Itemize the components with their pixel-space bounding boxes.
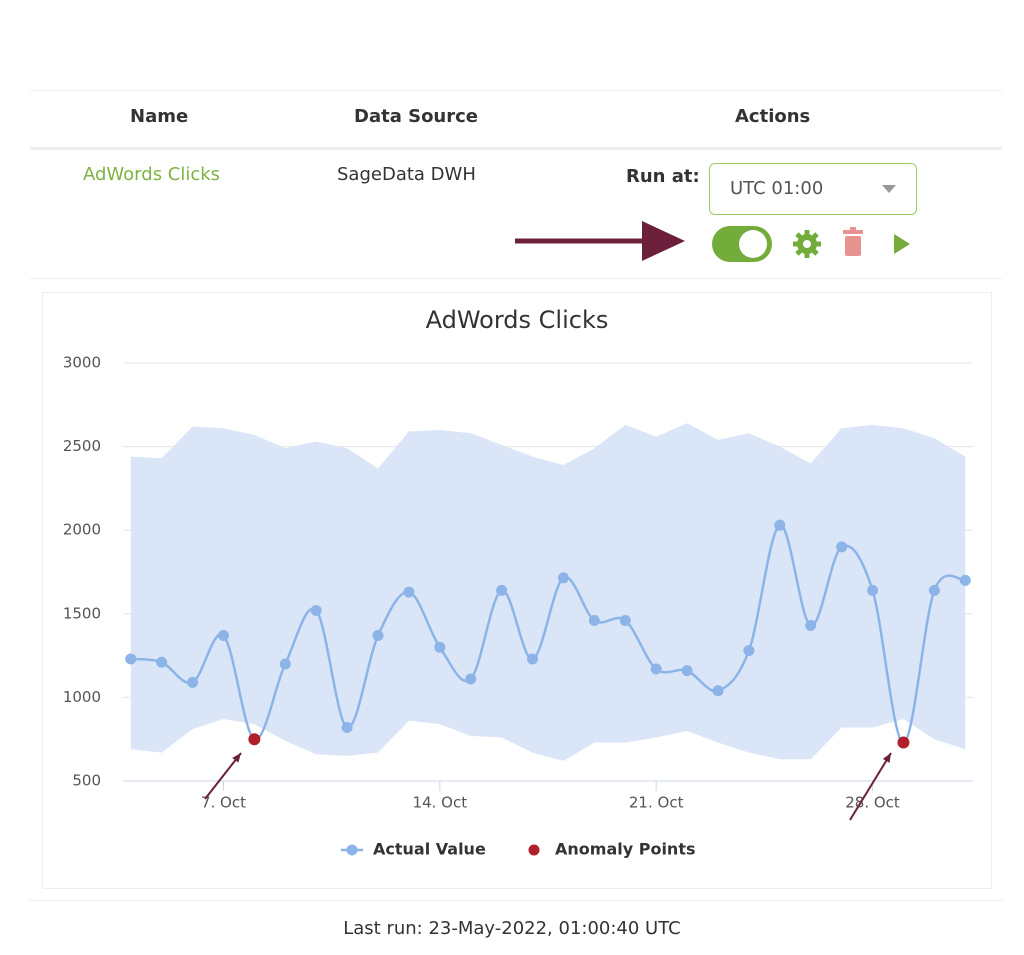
- range-band: [130, 423, 966, 761]
- dropdown-caret: [882, 185, 896, 193]
- x-tick-label: 7. Oct: [201, 794, 246, 812]
- row-source: SageData DWH: [337, 164, 476, 185]
- data-point: [743, 645, 755, 657]
- data-point: [557, 572, 569, 584]
- y-tick-label: 2000: [63, 521, 101, 539]
- x-tick-label: 14. Oct: [413, 794, 468, 812]
- header-name: Name: [130, 106, 189, 127]
- header-actions: Actions: [735, 106, 811, 127]
- y-tick-label: 1500: [63, 604, 101, 622]
- data-point: [310, 604, 322, 616]
- pointer-arrow-head: [642, 221, 685, 261]
- data-point: [341, 721, 353, 733]
- data-point: [619, 614, 631, 626]
- anomaly-point: [897, 736, 910, 749]
- data-point: [527, 653, 539, 665]
- y-tick-label: 3000: [63, 354, 101, 372]
- chart: AdWords Clicks 500 1000 1500 2000 2500 3000 7.…: [42, 292, 992, 889]
- divider: [30, 900, 1002, 901]
- data-point: [403, 586, 415, 598]
- run-at-select[interactable]: UTC 01:00: [709, 163, 917, 215]
- data-point: [805, 620, 817, 632]
- legend-label: Actual Value: [373, 840, 486, 859]
- data-point: [156, 656, 168, 668]
- anomaly-point: [248, 733, 261, 746]
- data-point: [774, 519, 786, 531]
- data-point: [187, 676, 199, 688]
- data-point: [681, 665, 693, 677]
- data-point: [836, 541, 848, 553]
- y-tick-label: 1000: [63, 688, 101, 706]
- annotation-arrow: [204, 752, 242, 800]
- x-tick-label: 21. Oct: [629, 794, 684, 812]
- data-point: [959, 574, 971, 586]
- legend-item: Anomaly Points: [528, 840, 695, 859]
- toggle[interactable]: [712, 226, 772, 262]
- run-at-value: UTC 01:00: [730, 178, 824, 199]
- settings-icon[interactable]: [793, 230, 821, 258]
- annotation-arrow: [849, 752, 892, 821]
- header-source: Data Source: [354, 106, 479, 127]
- last-run: Last run: 23-May-2022, 01:00:40 UTC: [343, 918, 681, 939]
- run-at-label: Run at:: [626, 166, 700, 187]
- divider: [30, 90, 1002, 91]
- data-point: [125, 653, 137, 665]
- row-name[interactable]: AdWords Clicks: [83, 164, 221, 185]
- data-point: [712, 685, 724, 697]
- divider: [30, 278, 1002, 279]
- data-point: [496, 584, 508, 596]
- run-icon[interactable]: [894, 234, 910, 254]
- y-tick-label: 2500: [63, 437, 101, 455]
- data-point: [465, 673, 477, 685]
- data-point: [217, 630, 229, 642]
- legend-swatch: [528, 844, 540, 856]
- legend-item: Actual Value: [341, 840, 486, 859]
- data-point: [372, 630, 384, 642]
- data-point: [279, 658, 291, 670]
- data-point: [588, 614, 600, 626]
- legend-swatch: [346, 844, 358, 856]
- data-point: [650, 663, 662, 675]
- divider: [30, 147, 1002, 150]
- annotation-arrow-head: [232, 753, 241, 763]
- legend-label: Anomaly Points: [555, 840, 695, 859]
- chart-title: AdWords Clicks: [426, 306, 609, 334]
- delete-icon[interactable]: [843, 227, 863, 256]
- data-point: [434, 641, 446, 653]
- actions: [515, 221, 910, 262]
- data-point: [928, 584, 940, 596]
- x-tick-label: 28. Oct: [845, 794, 900, 812]
- y-tick-label: 500: [72, 772, 101, 790]
- annotation-arrow-head: [882, 753, 891, 763]
- data-point: [867, 584, 879, 596]
